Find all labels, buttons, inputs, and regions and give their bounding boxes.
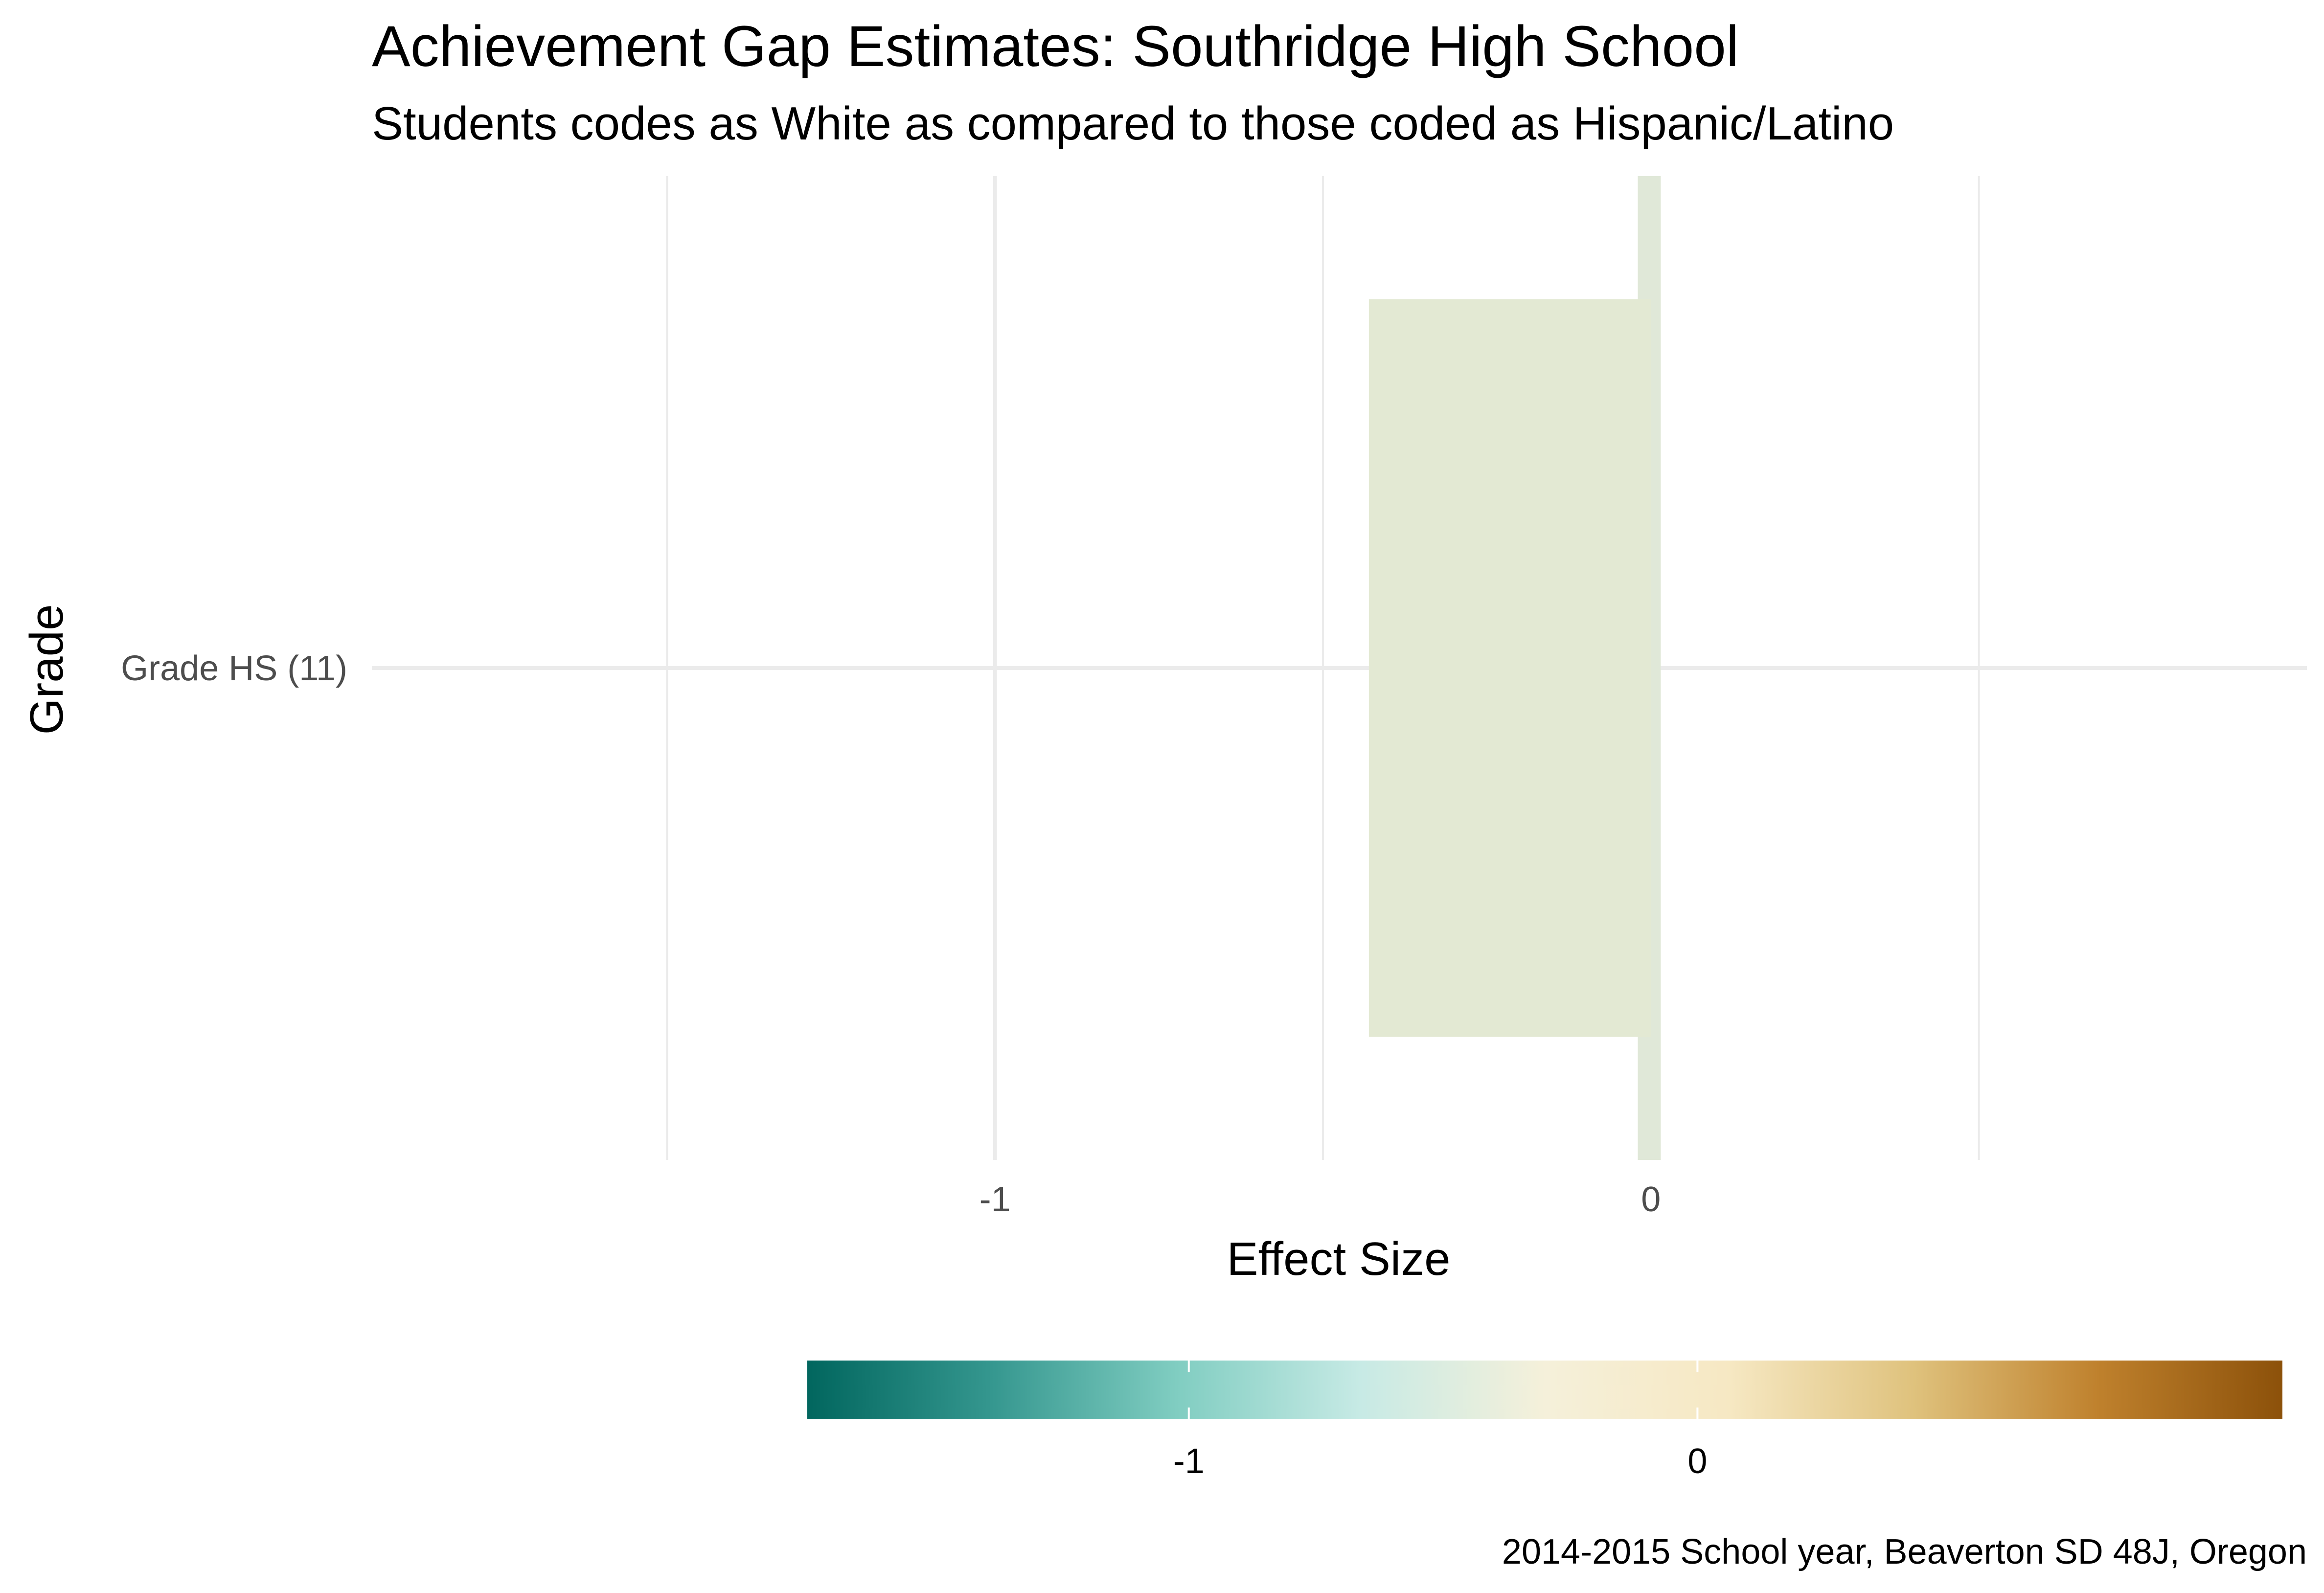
y-tick-label: Grade HS (11) xyxy=(121,649,347,688)
chart-subtitle: Students codes as White as compared to t… xyxy=(372,97,1894,150)
x-tick-label: -1 xyxy=(980,1180,1011,1219)
legend-tick-label: 0 xyxy=(1687,1442,1707,1481)
legend-tick-label: -1 xyxy=(1173,1442,1205,1481)
y-axis-title: Grade xyxy=(21,604,73,735)
chart-title: Achievement Gap Estimates: Southridge Hi… xyxy=(372,14,1739,79)
tick-layer: Grade HS (11) -1 0 xyxy=(121,649,1661,1219)
x-tick-label: 0 xyxy=(1641,1180,1661,1219)
bar xyxy=(1368,299,1651,1037)
legend-colorbar xyxy=(807,1361,2282,1419)
x-axis-title: Effect Size xyxy=(1227,1233,1450,1285)
legend: -1 0 xyxy=(807,1361,2282,1481)
chart-caption: 2014-2015 School year, Beaverton SD 48J,… xyxy=(1502,1532,2307,1571)
bar-layer xyxy=(1368,176,1661,1160)
